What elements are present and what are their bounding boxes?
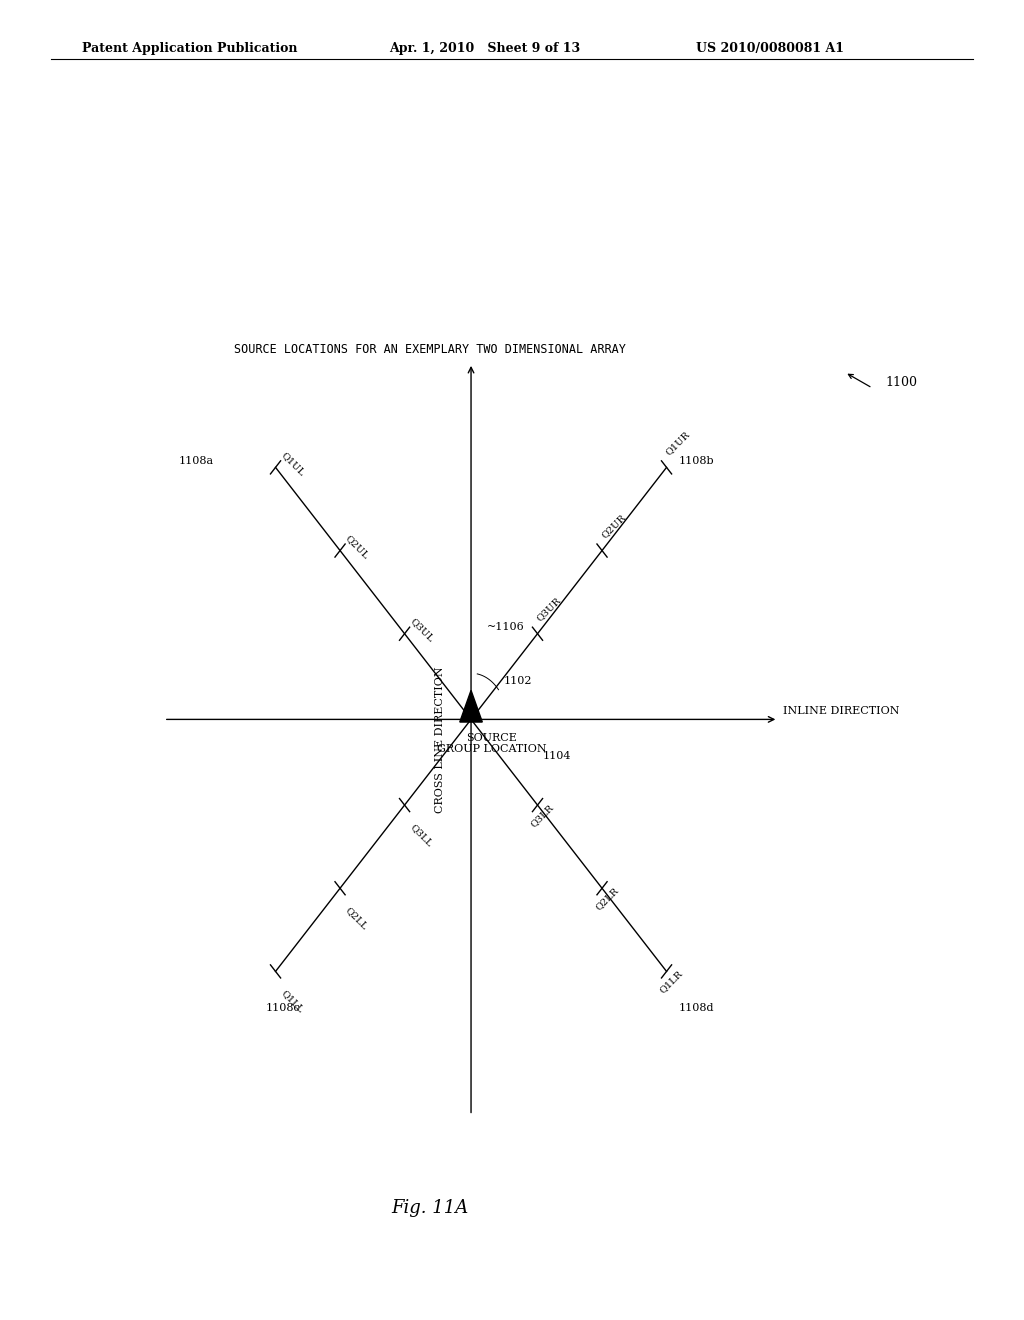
Text: Q2LR: Q2LR — [594, 886, 620, 912]
Text: 1108c: 1108c — [265, 1003, 300, 1014]
Text: CROSS LINE DIRECTION: CROSS LINE DIRECTION — [435, 667, 445, 813]
Text: 1108d: 1108d — [679, 1003, 715, 1014]
Text: Q2LL: Q2LL — [344, 906, 370, 932]
Text: Q3UL: Q3UL — [409, 616, 435, 644]
Text: Q3UR: Q3UR — [536, 595, 562, 623]
Text: Q1LR: Q1LR — [658, 969, 684, 995]
Text: Q2UL: Q2UL — [344, 533, 371, 561]
Text: SOURCE LOCATIONS FOR AN EXEMPLARY TWO DIMENSIONAL ARRAY: SOURCE LOCATIONS FOR AN EXEMPLARY TWO DI… — [234, 343, 626, 356]
Text: US 2010/0080081 A1: US 2010/0080081 A1 — [696, 42, 845, 55]
Text: 1104: 1104 — [543, 751, 571, 762]
Text: Q1UL: Q1UL — [280, 450, 306, 478]
Text: SOURCE
GROUP LOCATION: SOURCE GROUP LOCATION — [436, 733, 547, 754]
Text: Q2UR: Q2UR — [600, 512, 627, 540]
Text: Q1LL: Q1LL — [280, 989, 305, 1015]
Text: Q3LR: Q3LR — [529, 803, 555, 829]
Text: Q1UR: Q1UR — [665, 429, 691, 457]
Text: Patent Application Publication: Patent Application Publication — [82, 42, 297, 55]
Text: Q3LL: Q3LL — [409, 822, 434, 849]
Text: 1108b: 1108b — [679, 455, 715, 466]
Polygon shape — [460, 690, 482, 722]
Text: 1102: 1102 — [504, 676, 532, 686]
Text: ~1106: ~1106 — [486, 622, 524, 632]
Text: Apr. 1, 2010   Sheet 9 of 13: Apr. 1, 2010 Sheet 9 of 13 — [389, 42, 581, 55]
Text: INLINE DIRECTION: INLINE DIRECTION — [783, 706, 900, 717]
Text: 1108a: 1108a — [179, 455, 214, 466]
Text: Fig. 11A: Fig. 11A — [391, 1199, 469, 1217]
Text: 1100: 1100 — [886, 376, 918, 389]
